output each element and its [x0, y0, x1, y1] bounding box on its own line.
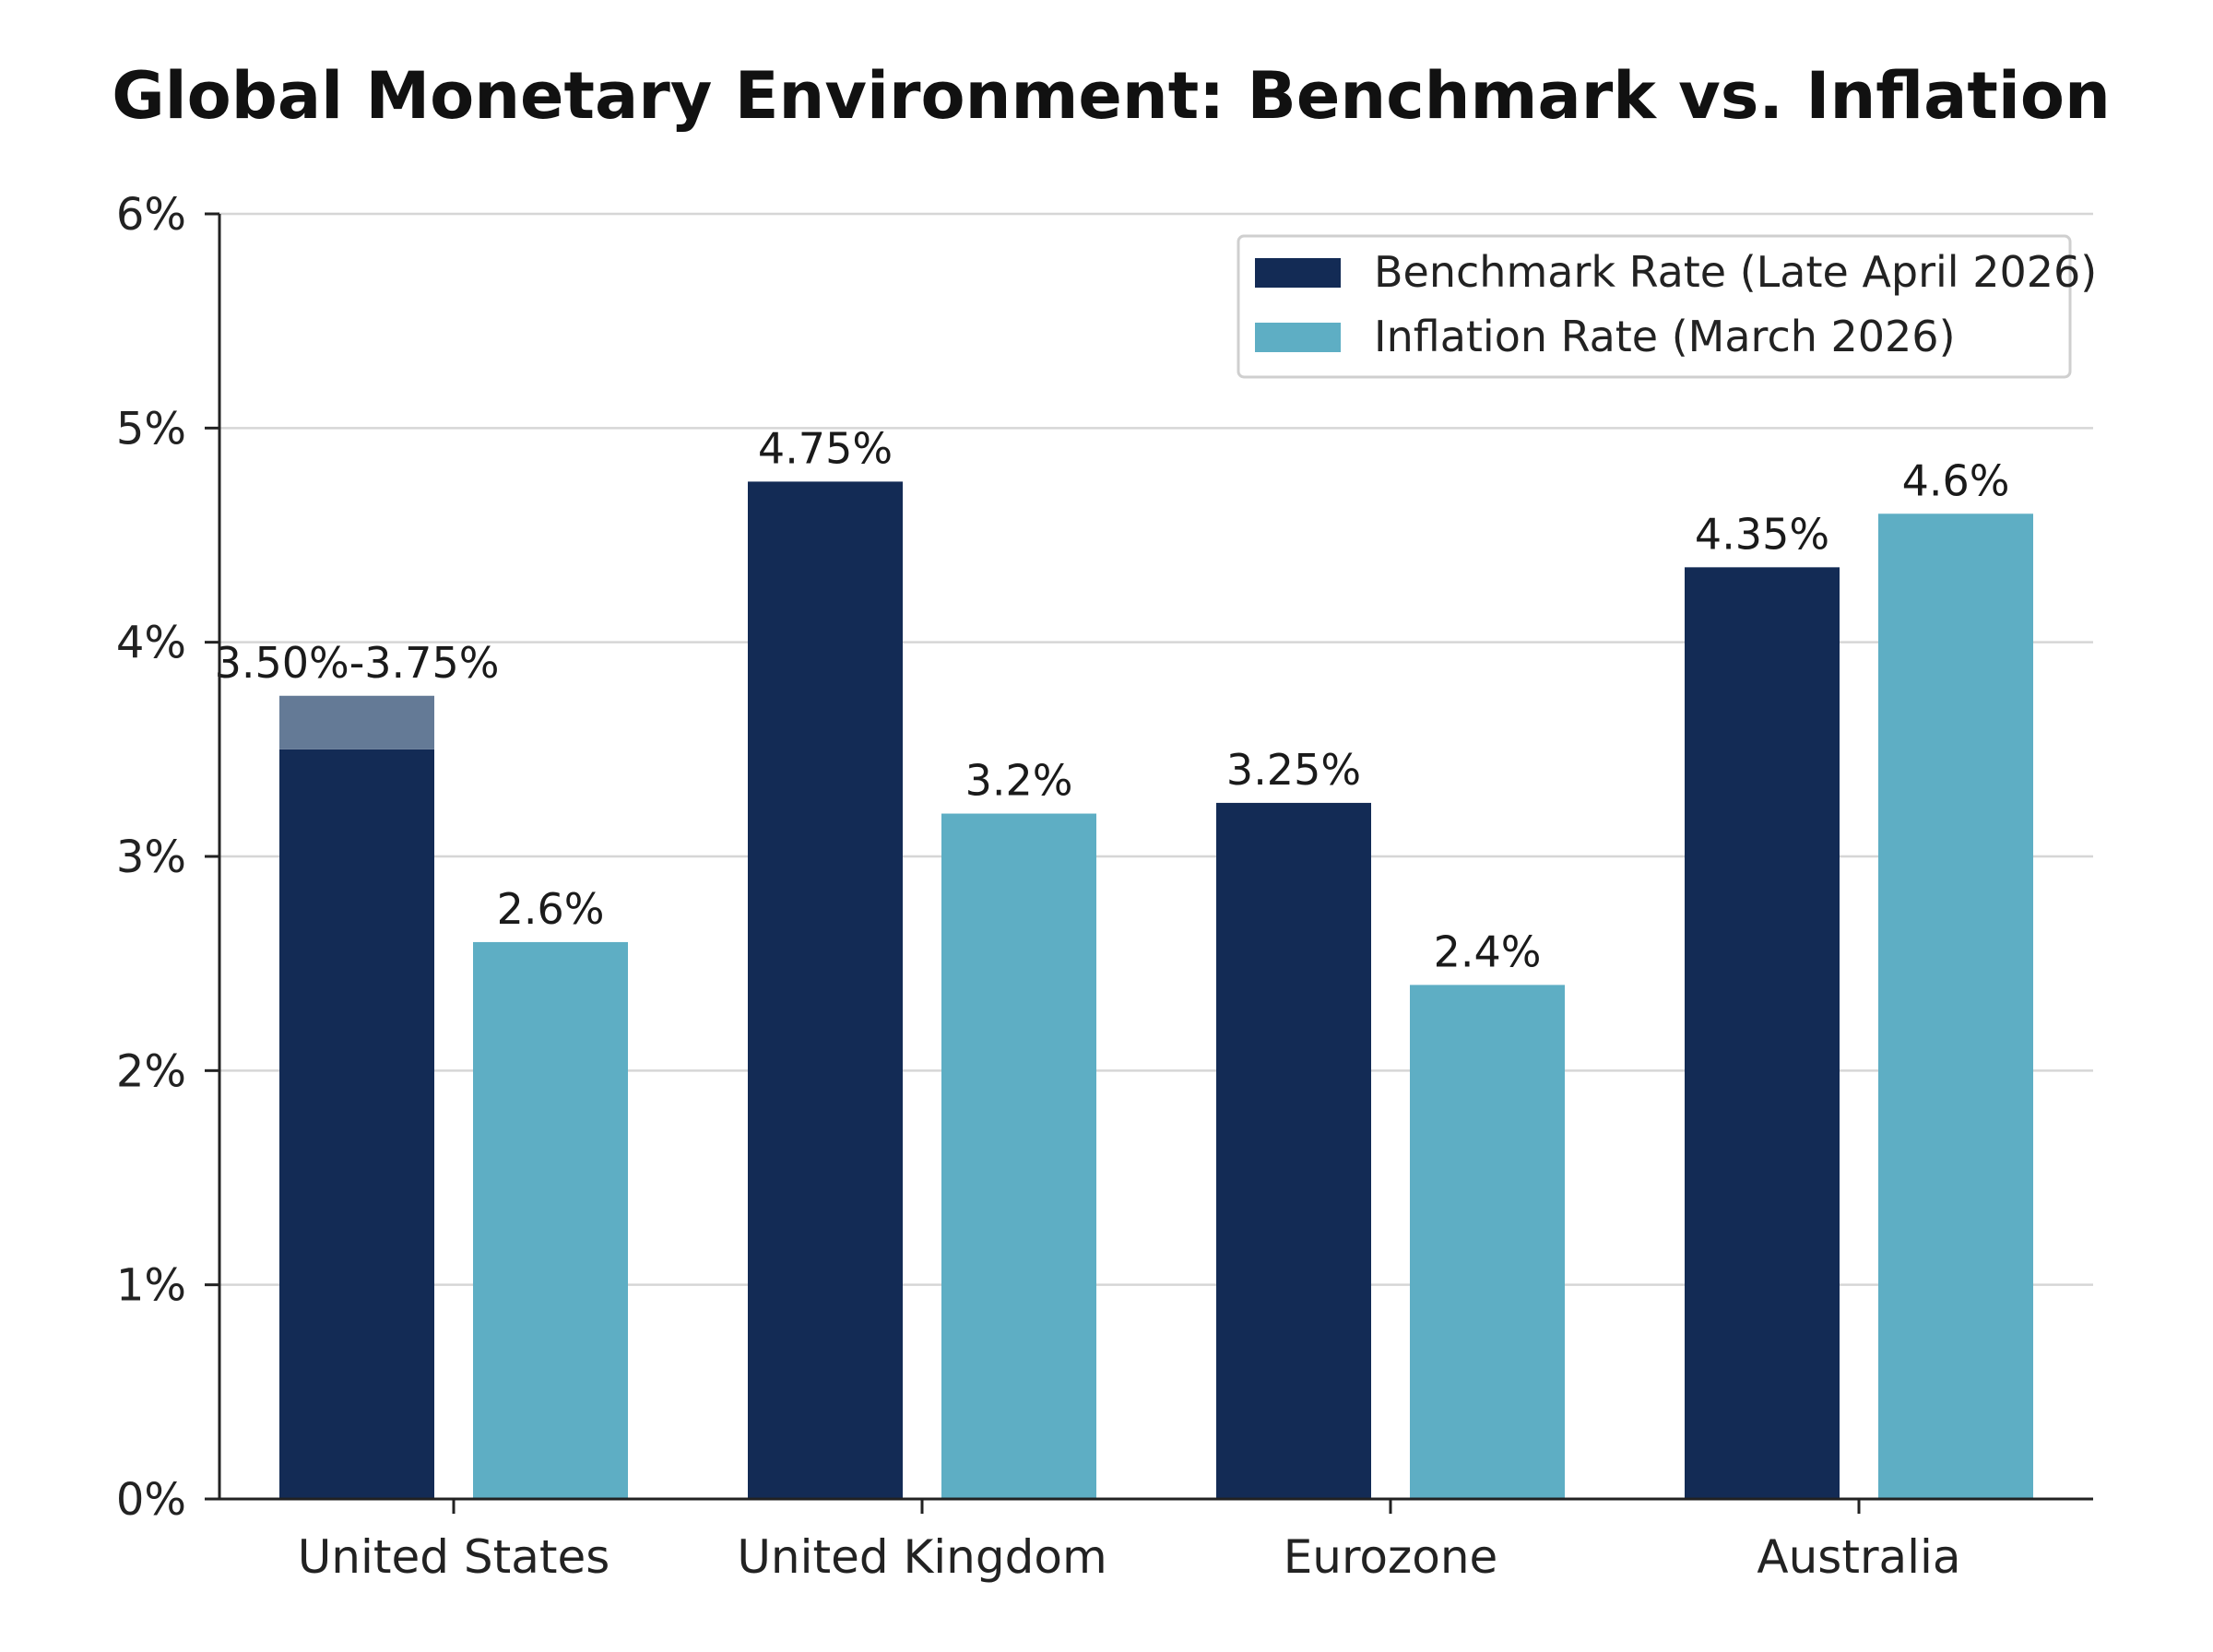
- legend-label-benchmark: Benchmark Rate (Late April 2026): [1374, 247, 2097, 297]
- data-label: 3.2%: [965, 756, 1073, 806]
- bar: [1685, 567, 1840, 1499]
- chart-title: Global Monetary Environment: Benchmark v…: [112, 58, 2111, 134]
- data-label: 2.4%: [1434, 926, 1542, 976]
- legend: Benchmark Rate (Late April 2026) Inflati…: [1237, 234, 2097, 379]
- legend-swatch-benchmark: [1255, 258, 1341, 288]
- bar: [941, 813, 1096, 1499]
- axes: 0% 1% 2% 3% 4% 5% 6% United States United Kingdo…: [116, 189, 2093, 1584]
- y-tick-label: 1%: [116, 1260, 186, 1312]
- bar: [1410, 985, 1565, 1499]
- bar: [748, 481, 903, 1499]
- x-tick-label: Eurozone: [1284, 1530, 1498, 1584]
- data-label: 3.50%-3.75%: [215, 638, 500, 688]
- x-tick-label: Australia: [1757, 1530, 1960, 1584]
- y-tick-label: 3%: [116, 832, 186, 883]
- y-tick-label: 6%: [116, 189, 186, 241]
- data-label: 3.25%: [1226, 745, 1361, 795]
- y-tick-label: 0%: [116, 1474, 186, 1526]
- bar: [279, 749, 434, 1499]
- bar: [1216, 802, 1371, 1499]
- y-tick-label: 4%: [116, 618, 186, 669]
- bar: [473, 941, 628, 1499]
- legend-label-inflation: Inflation Rate (March 2026): [1374, 312, 1956, 361]
- bars: [279, 481, 2033, 1500]
- data-label: 4.6%: [1902, 455, 2010, 505]
- x-tick-label: United States: [298, 1530, 610, 1584]
- x-tick-label: United Kingdom: [737, 1530, 1106, 1584]
- bar: [1878, 513, 2033, 1500]
- legend-swatch-inflation: [1255, 323, 1341, 352]
- y-tick-label: 5%: [116, 403, 186, 454]
- data-label: 2.6%: [497, 884, 605, 934]
- data-labels: 3.50%-3.75% 2.6% 4.75% 3.2% 3.25% 2.4% 4.35% 4.…: [215, 423, 2010, 976]
- data-label: 4.75%: [758, 423, 893, 473]
- bar-range-band: [279, 695, 434, 749]
- legend-box: [1237, 234, 2072, 379]
- y-tick-label: 2%: [116, 1045, 186, 1097]
- data-label: 4.35%: [1695, 509, 1829, 559]
